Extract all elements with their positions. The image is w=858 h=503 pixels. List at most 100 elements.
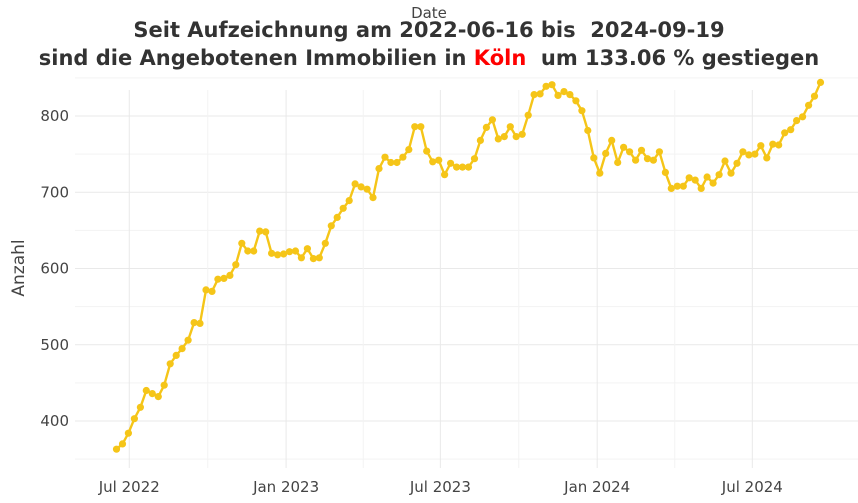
data-point: [763, 154, 771, 162]
data-point: [172, 351, 180, 359]
x-tick-label: Jan 2024: [563, 478, 630, 496]
chart-title-line1: Seit Aufzeichnung am 2022-06-16 bis 2024…: [133, 18, 725, 42]
data-point: [291, 247, 300, 255]
data-point: [315, 254, 323, 262]
data-point: [268, 249, 276, 257]
data-point: [208, 287, 216, 295]
data-point: [160, 381, 168, 389]
data-point: [375, 165, 383, 173]
data-point: [739, 148, 747, 156]
data-point: [142, 386, 150, 395]
data-point: [184, 336, 192, 344]
data-point: [810, 92, 819, 100]
data-point: [327, 222, 335, 230]
data-point: [470, 155, 479, 163]
y-tick-label: 700: [40, 183, 69, 201]
data-point: [697, 184, 705, 192]
y-axis-title: Anzahl: [9, 239, 29, 296]
data-point: [387, 158, 395, 167]
data-point: [620, 143, 628, 151]
data-point: [506, 123, 514, 131]
data-point: [745, 151, 753, 159]
data-point: [136, 403, 144, 411]
y-tick-label: 800: [40, 107, 69, 125]
data-point: [488, 116, 496, 124]
data-point: [190, 319, 198, 327]
data-point: [435, 156, 443, 164]
data-point: [458, 163, 467, 171]
data-point: [124, 429, 132, 437]
data-point: [787, 126, 795, 134]
data-point: [769, 140, 777, 148]
data-point: [816, 78, 825, 86]
data-point: [721, 157, 729, 165]
data-point: [232, 261, 240, 269]
data-point: [602, 149, 610, 157]
data-point: [608, 136, 616, 144]
data-point: [202, 286, 210, 294]
data-point: [596, 169, 604, 177]
data-point: [363, 185, 371, 193]
data-point: [441, 171, 449, 179]
data-point: [703, 173, 711, 181]
data-point: [405, 146, 413, 154]
data-point: [464, 163, 473, 171]
data-point: [715, 171, 723, 179]
x-axis-title: Date: [411, 4, 447, 22]
data-point: [781, 129, 789, 137]
data-point: [220, 274, 228, 282]
data-point: [112, 445, 121, 453]
data-point: [250, 247, 258, 255]
data-point: [727, 169, 735, 177]
data-point: [423, 147, 431, 155]
data-point: [154, 393, 162, 401]
x-tick-label: Jan 2023: [252, 478, 319, 496]
data-point: [196, 319, 204, 327]
city-name: Köln: [473, 46, 527, 70]
data-point: [578, 107, 586, 115]
y-tick-label: 400: [40, 412, 69, 430]
y-tick-label: 600: [40, 260, 69, 278]
data-point: [429, 158, 437, 166]
data-point: [554, 91, 562, 99]
data-point: [799, 113, 807, 121]
data-point: [345, 197, 353, 205]
data-point: [751, 150, 759, 158]
data-point: [685, 174, 693, 182]
data-point: [572, 97, 580, 105]
data-point: [274, 251, 282, 259]
data-point: [130, 415, 138, 423]
data-point: [649, 156, 658, 164]
data-point: [369, 194, 377, 202]
data-point: [244, 247, 252, 255]
data-point: [399, 153, 407, 161]
series-line: [115, 81, 822, 451]
data-point: [494, 135, 502, 143]
data-point: [256, 227, 264, 235]
data-point: [303, 245, 311, 253]
data-point: [643, 155, 652, 163]
data-point: [381, 153, 389, 161]
data-point: [417, 123, 425, 131]
data-point: [118, 440, 127, 448]
data-point: [285, 248, 294, 256]
data-point: [542, 82, 550, 90]
data-point: [584, 126, 592, 135]
data-point: [655, 148, 664, 156]
data-point: [679, 182, 687, 190]
data-point: [309, 255, 317, 263]
data-point: [793, 117, 801, 125]
data-point: [566, 91, 574, 99]
data-point: [560, 88, 568, 96]
data-point: [673, 182, 681, 190]
data-point: [476, 136, 484, 144]
data-point: [297, 254, 305, 262]
data-point: [590, 154, 598, 162]
data-point: [166, 360, 174, 368]
x-tick-label: Jul 2022: [98, 478, 160, 496]
data-point: [530, 91, 538, 99]
data-point: [733, 159, 741, 167]
data-point: [805, 101, 813, 109]
data-point: [148, 390, 156, 398]
